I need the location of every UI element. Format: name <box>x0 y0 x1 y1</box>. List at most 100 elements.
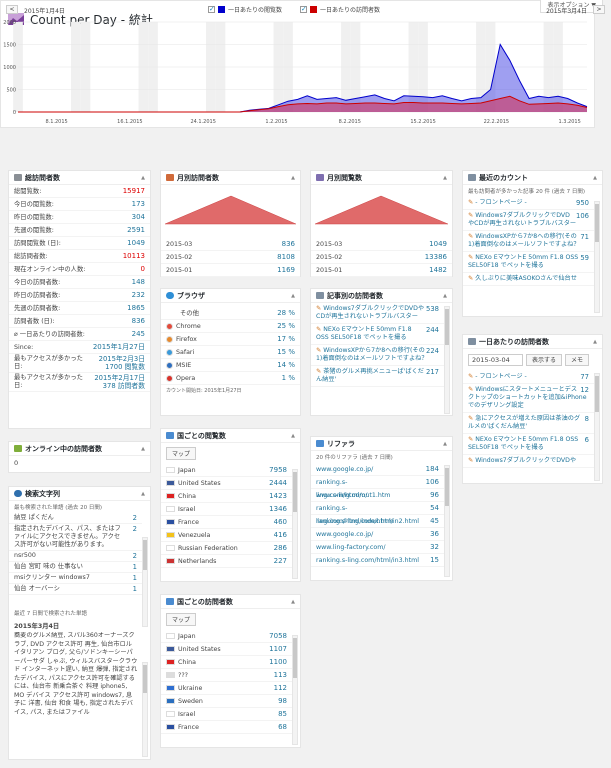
search-text-scrollbar[interactable] <box>142 662 148 757</box>
summary-value: 10113 <box>122 252 145 260</box>
article-visitors-scrollbar[interactable] <box>444 306 450 414</box>
search-scrollbar[interactable] <box>142 537 148 627</box>
country-name: China <box>178 493 196 500</box>
referrer-row-label[interactable]: www.google.co.jp/ <box>316 531 374 538</box>
per-day-entry-title[interactable]: NEXo EマウントE 50mm F1.8 OSS SEL50F18 でペットを… <box>468 436 579 451</box>
referrer-row-label[interactable]: ranking.s-ling.com/html/out1.htm <box>316 479 391 499</box>
pencil-icon: ✎ <box>468 386 474 393</box>
collapse-icon[interactable]: ▲ <box>443 440 447 447</box>
browser-name: Safari <box>176 349 195 356</box>
search-words-header[interactable]: 検索文字列 ▲ <box>9 487 150 501</box>
collapse-icon[interactable]: ▲ <box>141 490 145 497</box>
search-word-value: 2 <box>132 514 137 522</box>
per-day-scrollbar[interactable] <box>594 373 600 481</box>
recent-entry-title[interactable]: WindowsXPから7か8への移行(その1)着面倒なのはメールソフトですよね？ <box>468 233 580 248</box>
collapse-icon[interactable]: ▲ <box>593 338 597 345</box>
referrers-header[interactable]: リファラ ▲ <box>311 437 452 451</box>
country-views-header[interactable]: 国ごとの閲覧数 ▲ <box>161 429 300 443</box>
recent-entry-title[interactable]: NEXo EマウントE 50mm F1.8 OSS SEL50F18 でペットを… <box>468 254 579 269</box>
next-range-button[interactable]: > <box>593 5 605 14</box>
browser-row-value: 14 % <box>277 361 295 369</box>
views-checkbox[interactable] <box>208 5 215 13</box>
referrers-list: www.google.co.jp/184 ranking.s-ling.com/h… <box>311 463 452 567</box>
referrer-row-label[interactable]: ranking.s-ling.com/html/in2.html <box>316 518 419 525</box>
prev-range-button[interactable]: < <box>6 5 18 14</box>
summary-header[interactable]: 総訪問者数 ▲ <box>9 171 150 185</box>
collapse-icon[interactable]: ▲ <box>443 292 447 299</box>
globe-icon <box>166 598 174 605</box>
summary-row: 最もアクセスが多かった日: 2015年2月17日 378 訪問者数 <box>9 373 150 392</box>
recent-scrollbar[interactable] <box>594 201 600 313</box>
search-word-value: 2 <box>132 525 137 533</box>
collapse-icon[interactable]: ▲ <box>443 174 447 181</box>
country-name: Israel <box>178 506 196 513</box>
country-views-scrollbar[interactable] <box>292 469 298 579</box>
collapse-icon[interactable]: ▲ <box>593 174 597 181</box>
article-entry-title[interactable]: 茶猪のグルメ再挑メニューば'ばくだん納豆' <box>316 368 424 383</box>
referrer-row-label[interactable]: ranking.s-ling.com/html/in3.html <box>316 557 419 564</box>
article-entry-title[interactable]: Windows7ダブルクリックでDVDやCDが再生されないトラブルバスター <box>316 305 425 320</box>
recent-entry-count: 950 <box>576 199 589 207</box>
country-row: China 1423 <box>161 490 292 503</box>
referrer-row-label[interactable]: ranking.s-ling.com/html/index.htm <box>316 505 394 525</box>
collapse-icon[interactable]: ▲ <box>291 432 295 439</box>
legend-visitors[interactable]: 一日あたりの訪問者数 <box>300 5 380 14</box>
per-day-entry-title[interactable]: - フロントページ - <box>475 373 527 380</box>
recent-header[interactable]: 最近のカウント ▲ <box>463 171 602 185</box>
search-date: 2015年3月4日 <box>14 623 60 630</box>
article-entry-count: 244 <box>426 326 439 334</box>
recent-entry-title[interactable]: Windows7ダブルクリックでDVDやCDが再生されないトラブルバスター <box>468 212 577 227</box>
article-visitors-list: 538 ✎ Windows7ダブルクリックでDVDやCDが再生されないトラブルバスタ… <box>311 303 452 415</box>
monthly-visitors-row: 2015-01 1169 <box>161 264 300 277</box>
collapse-icon[interactable]: ▲ <box>141 445 145 452</box>
browser-row-value: 28 % <box>277 309 295 317</box>
per-day-entry-title[interactable]: Windowsにスタートメニューとデスクトップのショートカットを追加&iPhon… <box>468 386 587 409</box>
referrer-row-label[interactable]: www.s-ling.com/ <box>316 492 368 499</box>
flag-icon <box>166 711 175 717</box>
referrers-scrollbar[interactable] <box>444 465 450 577</box>
country-row: China 1100 <box>161 656 292 669</box>
recent-entry-title[interactable]: - フロントページ - <box>475 199 527 206</box>
per-day-header[interactable]: 一日あたりの訪問者数 ▲ <box>463 335 602 349</box>
country-row-label: ??? <box>166 669 188 681</box>
country-visitors-header[interactable]: 国ごとの訪問者数 ▲ <box>161 595 300 609</box>
per-day-entry-title[interactable]: Windows7ダブルクリックでDVDや <box>475 457 577 464</box>
views-swatch <box>218 6 225 13</box>
country-visitors-scrollbar[interactable] <box>292 635 298 745</box>
memo-button[interactable]: メモ <box>565 354 590 366</box>
map-button[interactable]: マップ <box>166 613 197 626</box>
referrer-row-label[interactable]: www.google.co.jp/ <box>316 466 374 473</box>
browsers-header[interactable]: ブラウザ ▲ <box>161 289 300 303</box>
legend-views[interactable]: 一日あたりの閲覧数 <box>208 5 282 14</box>
referrer-row-value: 32 <box>430 543 439 551</box>
online-header[interactable]: オンライン中の訪問者数 ▲ <box>9 442 150 456</box>
show-button[interactable]: 表示する <box>526 354 563 366</box>
summary-label: 総閲覧数: <box>14 188 42 195</box>
monthly-views-row-label: 2015-03 <box>316 241 343 248</box>
referrers-box: リファラ ▲ 20 件のリファラ (過去 7 日間) www.google.co.… <box>310 436 453 581</box>
country-views-title: 国ごとの閲覧数 <box>177 431 226 440</box>
flag-icon <box>166 506 175 512</box>
country-row-value: 1100 <box>269 658 287 666</box>
map-button[interactable]: マップ <box>166 447 197 460</box>
flag-icon <box>166 633 175 639</box>
monthly-visitors-minichart <box>164 195 297 225</box>
per-day-entry-title[interactable]: 急にアクセスが増えた原因は茶油のグルメの'ばくだん納豆' <box>468 415 581 430</box>
article-entry-title[interactable]: WindowsXPから7か8への移行(その1)着面倒なのはメールソフトですよね？ <box>316 347 428 362</box>
article-entry-title[interactable]: NEXo EマウントE 50mm F1.8 OSS SEL50F18 でペットを… <box>316 326 412 341</box>
collapse-icon[interactable]: ▲ <box>141 174 145 181</box>
recent-entry-title[interactable]: 久しぶりに美味ASOKOさんで仙台せ <box>475 275 577 282</box>
collapse-icon[interactable]: ▲ <box>291 174 295 181</box>
referrer-row-label[interactable]: www.ling-factory.com/ <box>316 544 386 551</box>
monthly-visitors-header[interactable]: 月別訪問者数 ▲ <box>161 171 300 185</box>
summary-value: 1865 <box>127 304 145 312</box>
visitors-checkbox[interactable] <box>300 5 307 13</box>
country-row: France 68 <box>161 721 292 734</box>
monthly-views-header[interactable]: 月別閲覧数 ▲ <box>311 171 452 185</box>
date-input[interactable]: 2015-03-04 <box>468 354 523 366</box>
summary-row: 先週の閲覧数: 2591 <box>9 224 150 237</box>
per-day-entry-count: 12 <box>580 386 589 394</box>
article-visitors-header[interactable]: 記事別の訪問者数 ▲ <box>311 289 452 303</box>
collapse-icon[interactable]: ▲ <box>291 292 295 299</box>
collapse-icon[interactable]: ▲ <box>291 598 295 605</box>
